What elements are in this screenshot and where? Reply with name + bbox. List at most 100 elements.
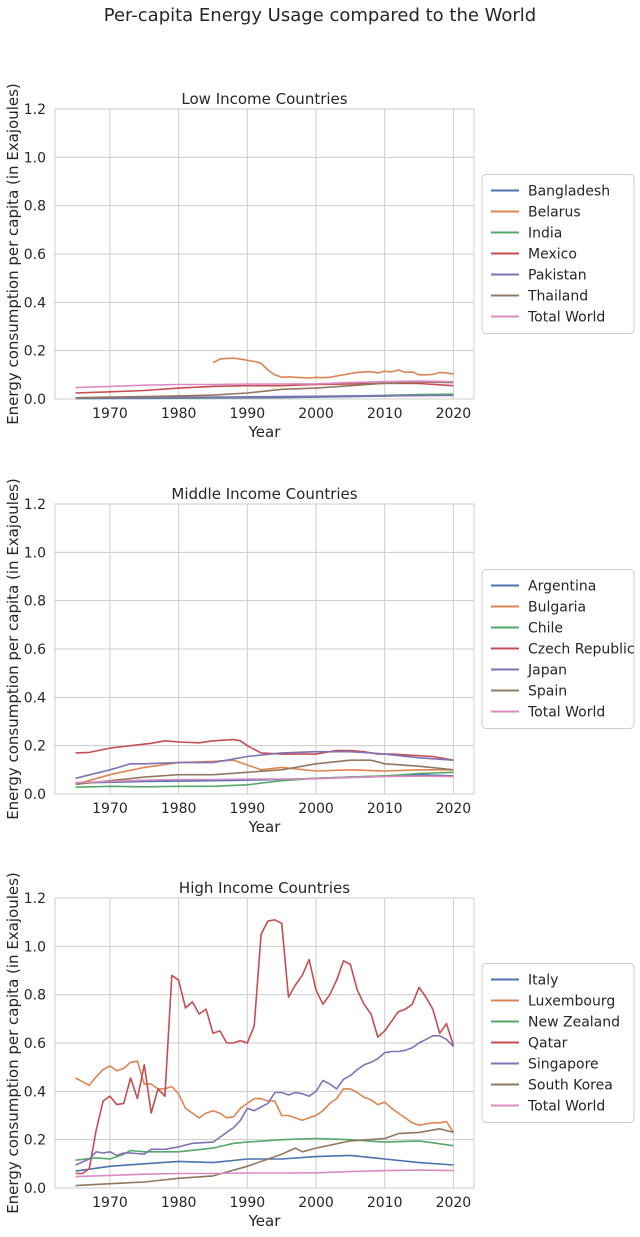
legend-entry: Mexico — [528, 247, 577, 263]
series-line-bulgaria — [75, 759, 454, 786]
y-axis-label: Energy consumption per capita (in Exajou… — [4, 872, 22, 1214]
legend: Italy Luxembourg New Zealand Qatar Singapore… — [481, 963, 635, 1123]
y-tick-label: 1.0 — [24, 150, 46, 166]
x-tick-label: 2000 — [298, 406, 334, 422]
plot-frame — [54, 108, 475, 400]
x-tick-label: 2020 — [436, 801, 472, 817]
x-tick-label: 1970 — [92, 801, 128, 817]
x-tick-label: 1990 — [230, 801, 266, 817]
series-line-total-world — [75, 775, 454, 784]
x-axis-label: Year — [248, 423, 282, 441]
legend: Bangladesh Belarus India Mexico Pakistan Thai… — [481, 174, 635, 334]
x-axis-label: Year — [248, 1212, 282, 1230]
legend-entry: India — [528, 226, 562, 242]
series-line-czech-republic — [75, 738, 454, 761]
series-line-new-zealand — [75, 1137, 454, 1161]
y-tick-label: 0.6 — [24, 1036, 46, 1052]
x-tick-label: 2020 — [436, 406, 472, 422]
legend-entry: Total World — [527, 705, 605, 721]
y-tick-label: 1.0 — [24, 545, 46, 561]
legend-entry: Singapore — [528, 1057, 599, 1073]
figure-title: Per-capita Energy Usage compared to the … — [104, 5, 537, 26]
y-tick-label: 0.4 — [24, 690, 46, 706]
y-tick-label: 0.2 — [24, 344, 46, 360]
series-line-italy — [75, 1154, 454, 1172]
y-tick-label: 0.6 — [24, 642, 46, 658]
legend-entry: Pakistan — [528, 268, 587, 284]
legend-entry: Qatar — [528, 1036, 568, 1052]
plot-frame — [54, 897, 475, 1189]
y-tick-label: 0.8 — [24, 199, 46, 215]
y-tick-label: 0.4 — [24, 1084, 46, 1100]
legend-entry: Total World — [527, 1099, 605, 1115]
plot-frame — [54, 503, 475, 795]
y-tick-label: 0.0 — [24, 787, 46, 803]
x-tick-label: 2010 — [367, 1195, 403, 1211]
series-line-south-korea — [75, 1128, 454, 1187]
x-axis-label: Year — [248, 818, 282, 836]
x-tick-label: 2000 — [298, 801, 334, 817]
y-tick-label: 0.0 — [24, 1181, 46, 1197]
series-line-japan — [75, 750, 454, 780]
legend-entry: Spain — [528, 684, 567, 700]
legend-entry: Chile — [528, 621, 563, 637]
legend-entry: Argentina — [528, 579, 596, 595]
legend-entry: Total World — [527, 310, 605, 326]
x-tick-label: 1990 — [230, 406, 266, 422]
y-tick-label: 1.0 — [24, 939, 46, 955]
x-tick-label: 2000 — [298, 1195, 334, 1211]
x-tick-label: 1970 — [92, 406, 128, 422]
legend-box — [481, 963, 635, 1123]
y-tick-label: 0.8 — [24, 594, 46, 610]
x-tick-label: 2010 — [367, 406, 403, 422]
y-tick-label: 0.8 — [24, 988, 46, 1004]
legend-entry: Thailand — [527, 289, 588, 305]
x-tick-label: 2010 — [367, 801, 403, 817]
panel-title: Low Income Countries — [181, 90, 347, 108]
y-tick-label: 0.2 — [24, 739, 46, 755]
y-tick-label: 0.6 — [24, 247, 46, 263]
y-tick-label: 0.4 — [24, 295, 46, 311]
series-line-luxembourg — [75, 1060, 455, 1133]
legend-entry: Belarus — [528, 205, 581, 221]
series-line-chile — [75, 771, 454, 788]
series-line-belarus — [212, 357, 454, 379]
y-tick-label: 1.2 — [24, 497, 46, 513]
y-axis-label: Energy consumption per capita (in Exajou… — [4, 83, 22, 425]
legend-box — [481, 174, 635, 334]
series-line-thailand — [75, 381, 454, 399]
series-line-spain — [75, 759, 454, 786]
legend-entry: South Korea — [528, 1078, 613, 1094]
x-tick-label: 1970 — [92, 1195, 128, 1211]
legend-entry: New Zealand — [528, 1015, 620, 1031]
series-line-pakistan — [75, 394, 454, 399]
y-tick-label: 1.2 — [24, 891, 46, 907]
chart-panel-1: 0.0 0.2 0.4 0.6 0.8 1.0 1.2 1970 1980 1990 2000 201… — [4, 83, 635, 441]
legend-entry: Bangladesh — [528, 184, 610, 200]
x-tick-label: 2020 — [436, 1195, 472, 1211]
chart-panel-3: 0.0 0.2 0.4 0.6 0.8 1.0 1.2 1970 1980 1990 2000 201… — [4, 872, 635, 1230]
panel-title: High Income Countries — [179, 879, 350, 897]
series-line-qatar — [75, 918, 455, 1175]
legend-box — [481, 569, 635, 729]
legend-entry: Luxembourg — [528, 994, 615, 1010]
x-tick-label: 1980 — [161, 801, 197, 817]
legend: Argentina Bulgaria Chile Czech Republic Japa… — [481, 569, 635, 729]
series-line-singapore — [75, 1035, 454, 1166]
x-tick-label: 1980 — [161, 406, 197, 422]
legend-entry: Czech Republic — [528, 642, 635, 658]
y-axis-label: Energy consumption per capita (in Exajou… — [4, 478, 22, 820]
series-line-total-world — [75, 1169, 454, 1178]
y-tick-label: 0.0 — [24, 392, 46, 408]
chart-panel-2: 0.0 0.2 0.4 0.6 0.8 1.0 1.2 1970 1980 1990 2000 201… — [4, 478, 635, 836]
y-tick-label: 1.2 — [24, 102, 46, 118]
x-tick-label: 1980 — [161, 1195, 197, 1211]
legend-entry: Bulgaria — [528, 600, 586, 616]
panel-title: Middle Income Countries — [171, 485, 357, 503]
legend-entry: Italy — [528, 973, 558, 989]
legend-entry: Japan — [527, 663, 567, 679]
series-line-total-world — [75, 380, 454, 389]
x-tick-label: 1990 — [230, 1195, 266, 1211]
y-tick-label: 0.2 — [24, 1133, 46, 1149]
